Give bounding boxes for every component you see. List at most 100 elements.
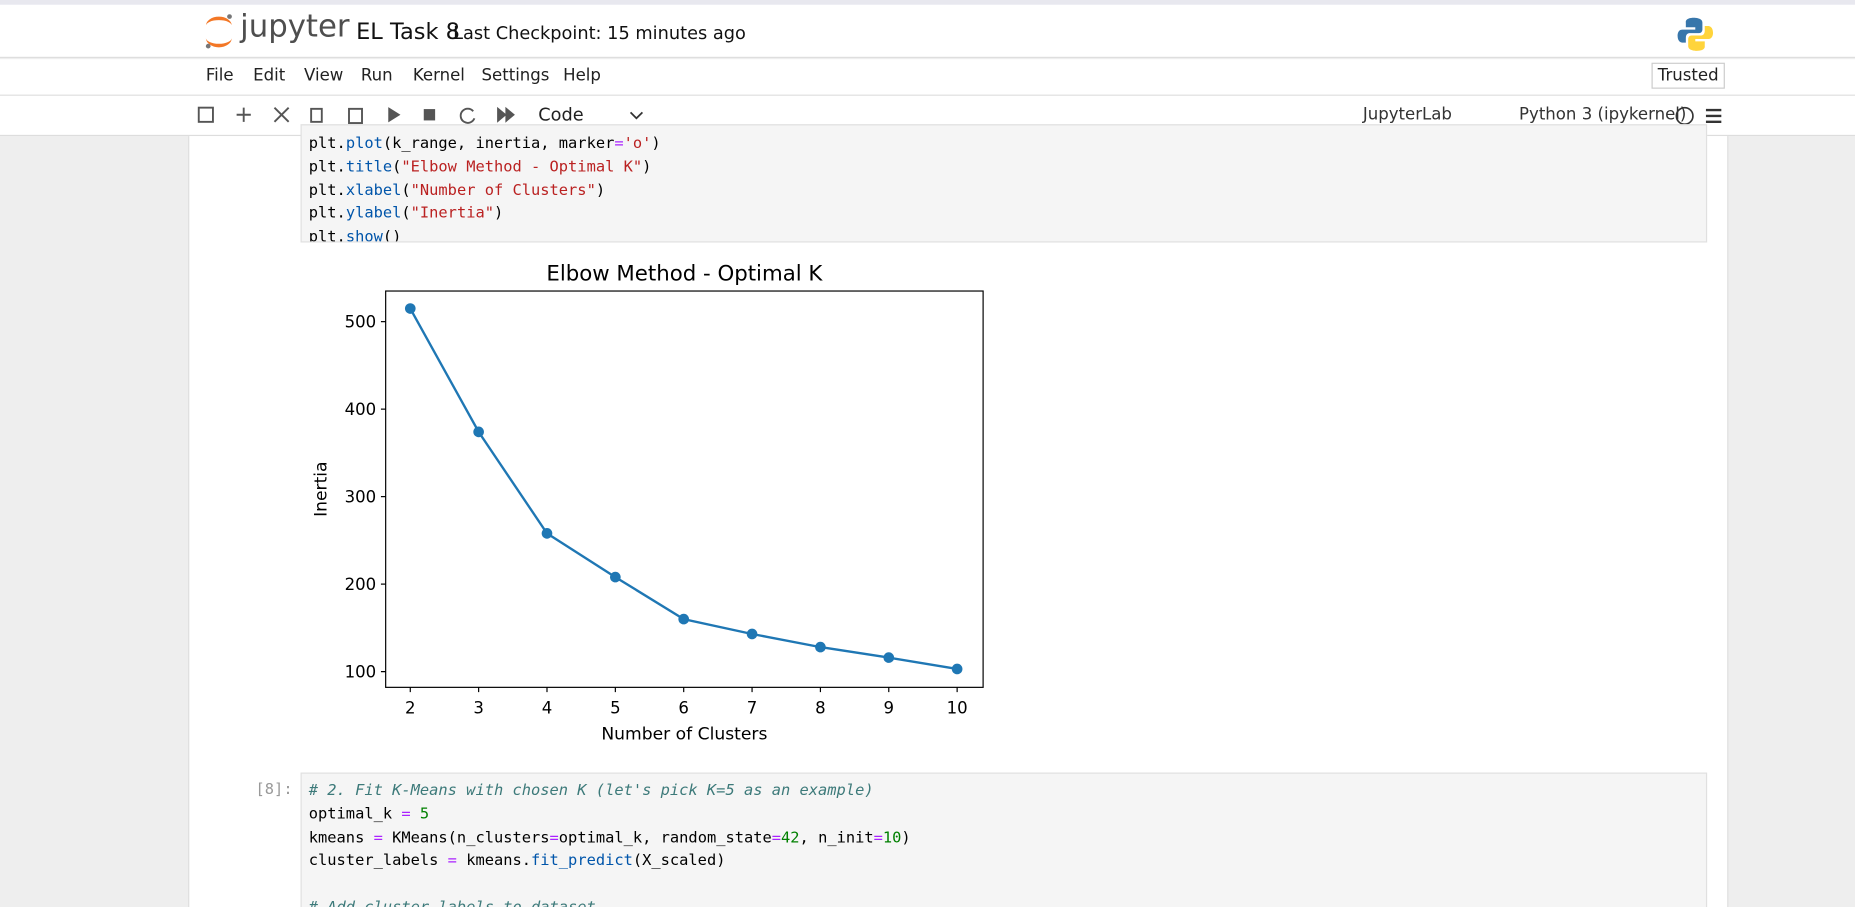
code-token: (X_scaled) [632, 852, 726, 870]
menu-item[interactable]: Run [360, 66, 393, 86]
code-token: "Number of Clusters" [410, 181, 596, 200]
jupyterlab-link[interactable]: JupyterLab [1362, 105, 1452, 125]
python-logo [1677, 17, 1714, 51]
code-token: KMeans(n_clusters [382, 828, 550, 847]
code-token: plt. [308, 228, 346, 243]
code-token: ) [642, 158, 652, 177]
code-token: plt. [308, 181, 346, 200]
code-token: = [447, 852, 457, 870]
code-token: optimal_k [308, 805, 402, 824]
code-line: cluster_labels = kmeans.fit_predict(X_sc… [309, 850, 726, 874]
menu-item[interactable]: View [304, 66, 344, 86]
code-token: = [614, 134, 624, 153]
data-point [404, 303, 416, 314]
code-token: show [345, 228, 383, 243]
code-token: cluster_labels [308, 852, 448, 870]
code-token: 10 [882, 828, 902, 847]
y-tick-label: 300 [345, 488, 377, 507]
y-tick-label: 500 [345, 313, 377, 332]
run-all-icon[interactable] [497, 106, 515, 123]
copy-icon[interactable] [310, 107, 323, 123]
code-line: plt.title("Elbow Method - Optimal K") [309, 156, 652, 180]
x-tick-label: 9 [884, 698, 895, 717]
code-token: optimal_k, random_state [558, 828, 772, 847]
x-tick-label: 3 [473, 698, 484, 717]
code-token: () [382, 228, 402, 243]
y-tick-label: 100 [345, 663, 377, 682]
code-token: = [401, 805, 411, 824]
data-point [610, 571, 621, 583]
code-line: # 2. Fit K-Means with chosen K (let's pi… [309, 780, 874, 804]
y-tick-label: 200 [345, 575, 377, 594]
code-token: (k_range, inertia, marker [382, 134, 615, 153]
code-token: plt. [308, 205, 346, 223]
code-line: optimal_k = 5 [309, 803, 429, 827]
chart-title: Elbow Method - Optimal K [546, 261, 823, 286]
code-line: plt.ylabel("Inertia") [309, 203, 503, 227]
jupyter-logo [205, 14, 232, 49]
chart: Elbow Method - Optimal K Number of Cluste… [312, 261, 984, 744]
y-tick-label: 400 [345, 400, 377, 419]
data-point [951, 663, 963, 675]
save-icon[interactable] [197, 106, 214, 123]
x-tick-label: 7 [747, 698, 758, 717]
code-token: plt. [308, 158, 346, 177]
code-token: title [345, 158, 393, 177]
code-token: 5 [419, 805, 430, 824]
code-token: ylabel [345, 205, 402, 223]
x-tick-label: 6 [678, 698, 689, 717]
x-tick-label: 5 [610, 698, 621, 717]
paste-icon[interactable] [348, 107, 363, 124]
code-token: "Inertia" [410, 205, 494, 223]
menu-item[interactable]: File [205, 66, 234, 86]
code-line: plt.plot(k_range, inertia, marker='o') [309, 133, 661, 157]
checkpoint: Last Checkpoint: 15 minutes ago [453, 22, 746, 44]
logo-text: jupyter [240, 9, 350, 45]
code-line: plt.xlabel("Number of Clusters") [309, 179, 605, 203]
menu-item[interactable]: Settings [481, 66, 550, 86]
code-token: plt. [308, 134, 346, 153]
code-token: 42 [781, 828, 800, 847]
code-token: ) [493, 205, 504, 223]
kernel-name[interactable]: Python 3 (ipykernel) [1519, 105, 1687, 125]
menu-item[interactable]: Edit [253, 66, 286, 86]
menu-item[interactable]: Kernel [412, 66, 465, 86]
code-token: kmeans [308, 828, 374, 847]
data-point [883, 652, 895, 663]
code-token: = [549, 828, 559, 847]
data-point [473, 426, 484, 438]
code-token: 'o' [623, 134, 652, 153]
code-token: ) [651, 134, 661, 153]
code-token: ( [401, 181, 411, 200]
toolbar-icons [197, 106, 515, 124]
cut-icon[interactable] [273, 106, 290, 123]
menu-item[interactable]: Help [563, 66, 601, 86]
data-point [815, 641, 826, 653]
code-token: = [873, 828, 883, 847]
code-token: plot [345, 134, 383, 153]
code-cell: plt.plot(k_range, inertia, marker='o') pl… [300, 124, 1708, 243]
code-line: kmeans = KMeans(n_clusters=optimal_k, ra… [309, 826, 911, 850]
add-icon[interactable] [236, 107, 251, 122]
x-tick-label: 10 [947, 698, 968, 717]
data-point [746, 628, 758, 640]
restart-icon[interactable] [459, 107, 476, 124]
x-tick-label: 4 [542, 698, 553, 717]
code-token: # Add cluster labels to dataset [309, 899, 596, 907]
code-token: = [373, 828, 383, 847]
cell-prompt: [8]: [255, 780, 293, 799]
code-token: ) [595, 181, 606, 200]
trusted-button[interactable]: Trusted [1651, 62, 1725, 89]
run-icon[interactable] [388, 107, 401, 123]
notebook-title[interactable]: EL Task 8 [356, 18, 460, 45]
code-token: # 2. Fit K-Means with chosen K (let's pi… [308, 781, 874, 800]
data-point [678, 613, 690, 625]
code-token: ) [901, 828, 911, 847]
x-axis-label: Number of Clusters [601, 724, 767, 744]
stop-icon[interactable] [423, 109, 436, 121]
code-token: ( [401, 205, 411, 223]
cell-type-select[interactable]: Code [538, 104, 584, 126]
